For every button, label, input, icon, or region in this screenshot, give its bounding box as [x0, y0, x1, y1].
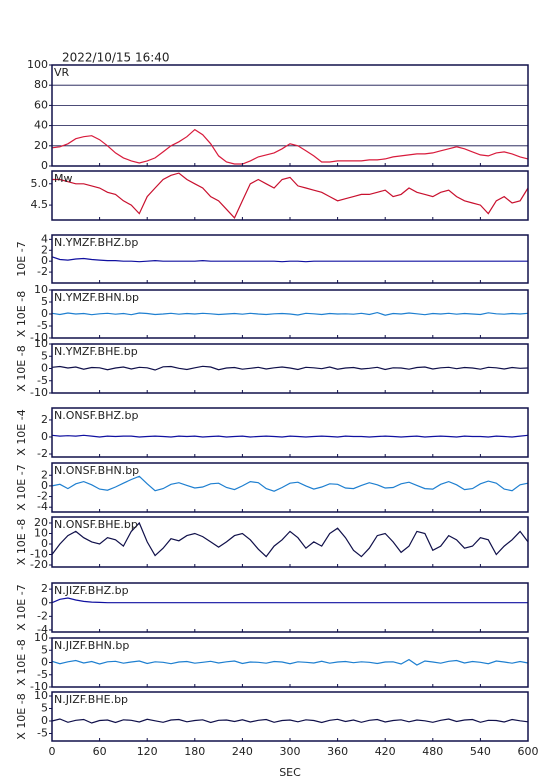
trace: [51, 521, 529, 558]
y-tick-label: -2: [37, 490, 48, 503]
y-tick-label: 20: [34, 516, 48, 529]
x-tick-label: 0: [49, 745, 56, 758]
x-tick-label: 480: [422, 745, 443, 758]
x-tick-label: 120: [137, 745, 158, 758]
y-tick-label: -5: [37, 727, 48, 740]
y-tick-label: -5: [37, 319, 48, 332]
y-tick-label: -5: [37, 374, 48, 387]
y-tick-label: 5: [41, 349, 48, 362]
y-axis-label: X 10E -8: [15, 519, 28, 565]
y-tick-label: 80: [34, 78, 48, 91]
y-tick-label: 4: [41, 232, 48, 245]
y-tick-label: 10: [34, 689, 48, 702]
y-tick-label: 5: [41, 295, 48, 308]
x-axis-label: SEC: [279, 766, 301, 779]
y-tick-label: 5: [41, 702, 48, 715]
y-axis-label: X 10E -4: [15, 409, 28, 455]
trace: [51, 597, 528, 604]
y-tick-label: 2: [41, 582, 48, 595]
y-axis-label: X 10E -7: [15, 464, 28, 510]
panel-frame: [51, 170, 529, 221]
y-tick-label: 0: [41, 714, 48, 727]
trace: [51, 365, 529, 371]
trace: [51, 311, 529, 316]
y-tick-label: 0: [41, 596, 48, 609]
y-tick-label: 0: [41, 362, 48, 375]
panel-label: N.YMZF.BHE.bp: [54, 345, 138, 358]
y-tick-label: -2: [37, 609, 48, 622]
y-tick-label: 100: [27, 58, 48, 71]
panel-frame: [51, 64, 529, 167]
y-tick-label: 0: [41, 307, 48, 320]
y-axis-label: X 10E -8: [15, 693, 28, 739]
y-tick-label: 0: [41, 656, 48, 669]
x-tick-label: 360: [327, 745, 348, 758]
y-axis-label: X 10E -7: [15, 584, 28, 630]
y-tick-label: 4.5: [31, 198, 49, 211]
y-tick-label: 0: [41, 254, 48, 267]
y-tick-label: -10: [30, 548, 48, 561]
x-tick-label: 420: [375, 745, 396, 758]
trace: [51, 128, 529, 165]
trace: [51, 475, 529, 492]
y-tick-label: 10: [34, 631, 48, 644]
y-tick-label: 0: [41, 537, 48, 550]
y-tick-label: -4: [37, 500, 48, 513]
y-tick-label: 10: [34, 283, 48, 296]
panel-label: Mw: [54, 172, 73, 185]
panel-label: N.ONSF.BHE.bp: [54, 518, 138, 531]
y-axis-label: X 10E -8: [15, 345, 28, 391]
y-tick-label: 0: [41, 479, 48, 492]
x-tick-label: 180: [184, 745, 205, 758]
panel-label: N.ONSF.BHN.bp: [54, 464, 139, 477]
y-tick-label: 0: [41, 430, 48, 443]
x-tick-label: 600: [518, 745, 539, 758]
timestamp: 2022/10/15 16:40: [62, 51, 170, 65]
x-tick-label: 60: [93, 745, 107, 758]
trace: [51, 434, 529, 438]
x-tick-label: 240: [232, 745, 253, 758]
y-tick-label: -2: [37, 265, 48, 278]
y-tick-label: 10: [34, 526, 48, 539]
y-tick-label: -5: [37, 668, 48, 681]
panel-label: N.YMZF.BHN.bp: [54, 291, 139, 304]
y-tick-label: 10: [34, 337, 48, 350]
panel-label: VR: [54, 66, 70, 79]
y-axis-label: X 10E -8: [15, 639, 28, 685]
y-tick-label: -10: [30, 386, 48, 399]
trace: [51, 658, 529, 666]
y-tick-label: 2: [41, 468, 48, 481]
y-axis-label: 10E -7: [15, 241, 28, 276]
y-tick-label: 5.0: [31, 177, 49, 190]
y-tick-label: -10: [30, 680, 48, 693]
trace: [51, 256, 528, 263]
y-tick-label: 20: [34, 139, 48, 152]
y-tick-label: -4: [37, 623, 48, 636]
trace: [51, 718, 529, 724]
y-tick-label: 5: [41, 643, 48, 656]
y-tick-label: 60: [34, 98, 48, 111]
y-tick-label: 2: [41, 413, 48, 426]
panel-label: N.ONSF.BHZ.bp: [54, 409, 138, 422]
y-tick-label: 0: [41, 159, 48, 172]
x-tick-label: 300: [280, 745, 301, 758]
y-tick-label: -10: [30, 331, 48, 344]
y-tick-label: 2: [41, 243, 48, 256]
y-axis-label: X 10E -8: [15, 291, 28, 337]
panel-label: N.JIZF.BHZ.bp: [54, 584, 129, 597]
panel-label: N.JIZF.BHE.bp: [54, 693, 128, 706]
x-tick-label: 540: [470, 745, 491, 758]
panel-label: N.JIZF.BHN.bp: [54, 639, 129, 652]
trace: [52, 172, 529, 219]
panel-label: N.YMZF.BHZ.bp: [54, 236, 138, 249]
y-tick-label: -20: [30, 558, 48, 571]
y-tick-label: -2: [37, 447, 48, 460]
y-tick-label: 40: [34, 119, 48, 132]
